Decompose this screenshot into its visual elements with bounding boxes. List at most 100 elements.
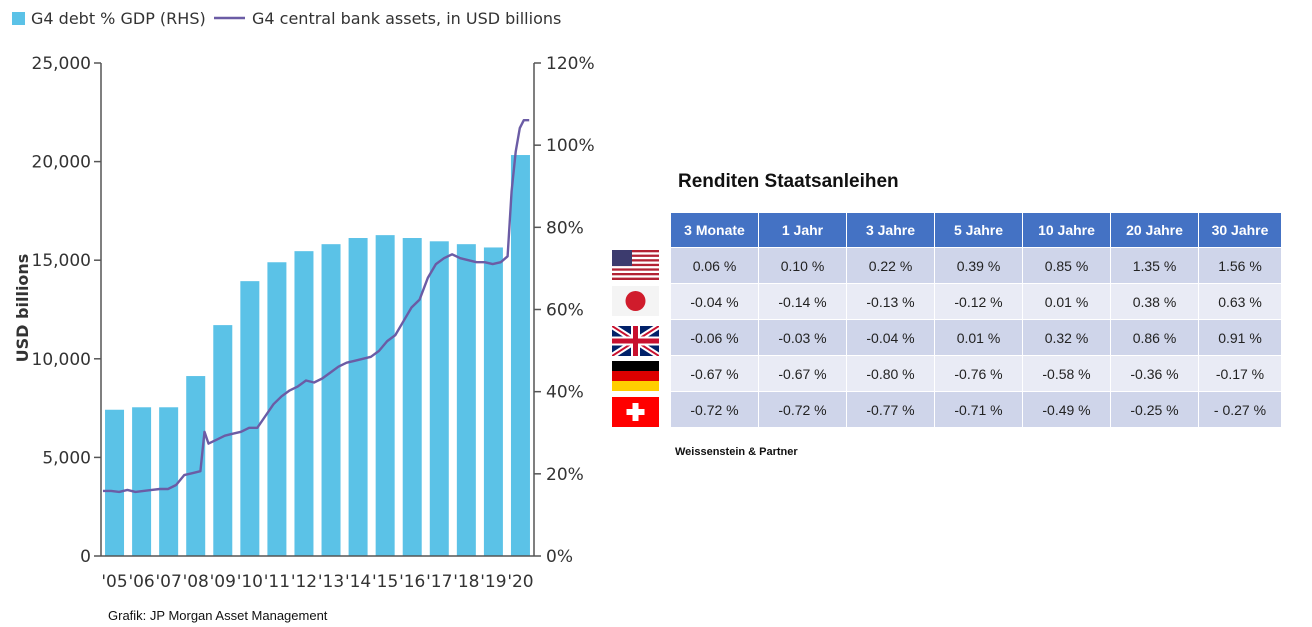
chart-source: Grafik: JP Morgan Asset Management [108, 608, 328, 623]
y-right-tick-label: 60% [546, 301, 584, 321]
x-tick-label: '11 [264, 572, 290, 592]
x-tick-label: '09 [210, 572, 236, 592]
x-tick-label: '16 [399, 572, 425, 592]
yield-cell: -0.76 % [934, 355, 1023, 392]
yield-cell: 0.85 % [1022, 247, 1111, 284]
japan-flag-icon [612, 286, 659, 316]
bar-6 [267, 262, 287, 556]
yield-cell: 1.35 % [1110, 247, 1199, 284]
x-tick-label: '20 [507, 572, 533, 592]
yield-cell: 0.01 % [1022, 283, 1111, 320]
table-credit: Weissenstein & Partner [675, 446, 798, 458]
x-tick-label: '14 [345, 572, 371, 592]
yield-cell: -0.58 % [1022, 355, 1111, 392]
yield-cell: 0.63 % [1198, 283, 1282, 320]
debt-and-central-bank-chart: G4 debt % GDP (RHS) G4 central bank asse… [12, 9, 595, 592]
y-right-tick-label: 100% [546, 136, 595, 156]
yields-title: Renditen Staatsanleihen [678, 171, 899, 192]
y-right-tick-label: 80% [546, 218, 584, 238]
yield-cell: 0.91 % [1198, 319, 1282, 356]
yield-cell: -0.49 % [1022, 391, 1111, 428]
table-row: -0.06 % -0.03 % -0.04 % 0.01 % 0.32 % 0.86 % 0… [670, 319, 1282, 356]
y-right-tick-label: 40% [546, 383, 584, 403]
bar-5 [240, 281, 260, 556]
x-tick-label: '12 [291, 572, 317, 592]
y-left-tick-label: 0 [80, 547, 91, 567]
bar-4 [213, 325, 233, 556]
yield-cell: -0.67 % [758, 355, 847, 392]
yield-cell: 0.22 % [846, 247, 935, 284]
yield-cell: 0.32 % [1022, 319, 1111, 356]
y-right-tick-label: 20% [546, 465, 584, 485]
x-tick-label: '17 [426, 572, 452, 592]
germany-flag-icon [612, 361, 659, 391]
x-tick-label: '08 [183, 572, 209, 592]
y-axis-left-title: USD billions [13, 254, 32, 363]
bar-0 [105, 409, 125, 556]
yield-cell: -0.72 % [758, 391, 847, 428]
yield-cell: -0.12 % [934, 283, 1023, 320]
column-header: 3 Jahre [846, 212, 935, 248]
x-tick-label: '19 [480, 572, 506, 592]
yield-cell: -0.13 % [846, 283, 935, 320]
bar-14 [483, 247, 503, 556]
line-series [103, 118, 530, 494]
yield-cell: -0.72 % [670, 391, 759, 428]
yield-cell: -0.80 % [846, 355, 935, 392]
table-row: -0.04 % -0.14 % -0.13 % -0.12 % 0.01 % 0.38 %… [670, 283, 1282, 320]
switzerland-flag-icon [612, 397, 659, 427]
yield-cell: -0.25 % [1110, 391, 1199, 428]
yield-cell: 0.39 % [934, 247, 1023, 284]
us-flag-icon [612, 250, 659, 280]
column-header: 5 Jahre [934, 212, 1023, 248]
yields-table: 3 Monate 1 Jahr 3 Jahre 5 Jahre 10 Jahre… [670, 212, 1282, 428]
bar-10 [375, 235, 395, 556]
bar-7 [294, 251, 314, 556]
legend-swatch-bar [12, 12, 25, 25]
bar-1 [132, 407, 152, 556]
yield-cell: - 0.27 % [1198, 391, 1282, 428]
x-tick-label: '10 [237, 572, 263, 592]
y-right-tick-label: 0% [546, 547, 573, 567]
yield-cell: -0.03 % [758, 319, 847, 356]
column-header: 10 Jahre [1022, 212, 1111, 248]
bar-2 [159, 407, 179, 556]
bar-3 [186, 376, 206, 556]
y-left-tick-label: 25,000 [32, 54, 91, 74]
x-tick-label: '15 [372, 572, 398, 592]
yield-cell: -0.71 % [934, 391, 1023, 428]
y-left-tick-label: 20,000 [32, 153, 91, 173]
table-row: 0.06 % 0.10 % 0.22 % 0.39 % 0.85 % 1.35 % 1.56… [670, 247, 1282, 284]
yield-cell: -0.06 % [670, 319, 759, 356]
table-row: -0.72 % -0.72 % -0.77 % -0.71 % -0.49 % -0.25… [670, 391, 1282, 428]
legend-label-assets: G4 central bank assets, in USD billions [252, 9, 561, 28]
bar-11 [402, 238, 422, 556]
yield-cell: 0.86 % [1110, 319, 1199, 356]
yield-cell: 1.56 % [1198, 247, 1282, 284]
column-header: 30 Jahre [1198, 212, 1282, 248]
column-header: 3 Monate [670, 212, 759, 248]
chart-legend: G4 debt % GDP (RHS) G4 central bank asse… [12, 9, 561, 28]
bar-15 [510, 155, 530, 556]
yield-cell: 0.01 % [934, 319, 1023, 356]
table-header-row: 3 Monate 1 Jahr 3 Jahre 5 Jahre 10 Jahre… [670, 212, 1282, 248]
yield-cell: -0.67 % [670, 355, 759, 392]
y-right-tick-label: 120% [546, 54, 595, 74]
yield-cell: -0.36 % [1110, 355, 1199, 392]
x-tick-label: '06 [128, 572, 154, 592]
bar-8 [321, 244, 341, 557]
chart-axes: 0 5,000 10,000 15,000 20,000 25,000 0% 20% 40% 60… [32, 54, 595, 592]
yield-cell: -0.04 % [670, 283, 759, 320]
bar-series [105, 155, 530, 557]
x-tick-label: '18 [453, 572, 479, 592]
yield-cell: 0.38 % [1110, 283, 1199, 320]
column-header: 1 Jahr [758, 212, 847, 248]
central-bank-assets-line [103, 118, 530, 494]
yield-cell: -0.14 % [758, 283, 847, 320]
legend-label-debt: G4 debt % GDP (RHS) [31, 9, 206, 28]
y-left-tick-label: 10,000 [32, 350, 91, 370]
x-tick-label: '05 [101, 572, 127, 592]
yield-cell: -0.17 % [1198, 355, 1282, 392]
yield-cell: -0.77 % [846, 391, 935, 428]
x-tick-label: '07 [156, 572, 182, 592]
